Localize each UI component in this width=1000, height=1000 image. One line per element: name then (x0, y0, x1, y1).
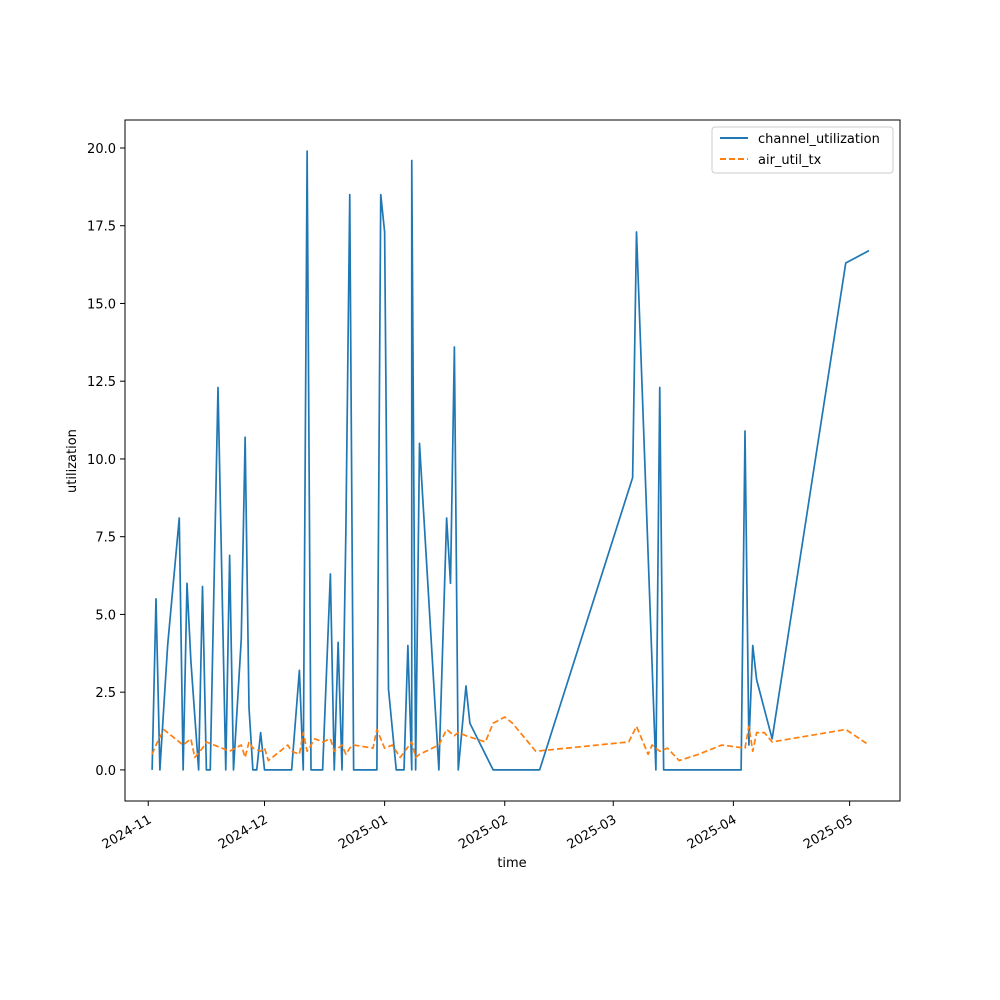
y-tick-label: 10.0 (87, 453, 116, 468)
y-tick-label: 20.0 (87, 142, 116, 157)
y-axis-ticks: 0.0 2.5 5.0 7.5 10.0 12.5 15.0 17.5 20.0 (87, 142, 125, 779)
legend-label-air-util-tx: air_util_tx (758, 153, 822, 168)
legend-label-channel-utilization: channel_utilization (758, 132, 880, 147)
y-tick-label: 17.5 (87, 220, 116, 235)
y-tick-label: 2.5 (95, 686, 116, 701)
y-tick-label: 15.0 (87, 297, 116, 312)
x-axis-label: time (497, 856, 526, 871)
axes-frame (124, 119, 901, 802)
y-tick-label: 5.0 (95, 608, 116, 623)
y-tick-label: 12.5 (87, 375, 116, 390)
axes-background (125, 120, 900, 801)
y-tick-label: 0.0 (95, 764, 116, 779)
series-layer (151, 150, 870, 771)
plot-area (124, 119, 901, 802)
y-axis-label: utilization (65, 429, 80, 493)
legend: channel_utilization air_util_tx (711, 126, 894, 174)
legend-box (711, 126, 894, 174)
series-line-channel-utilization (151, 150, 870, 771)
y-tick-label: 7.5 (95, 531, 116, 546)
series-line-air-util-tx (151, 716, 870, 762)
